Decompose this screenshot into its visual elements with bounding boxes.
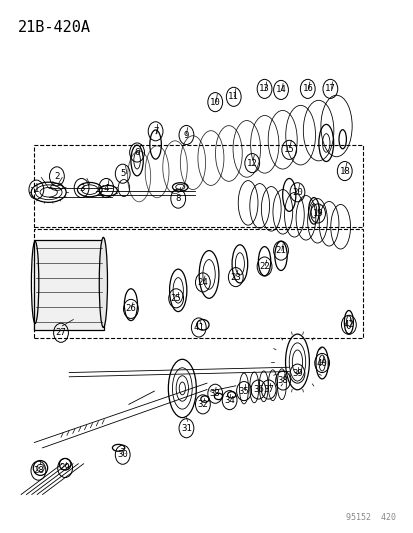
Text: 25: 25 bbox=[171, 294, 181, 303]
Text: 36: 36 bbox=[252, 385, 263, 394]
Text: 95152  420: 95152 420 bbox=[345, 513, 395, 522]
Text: 3: 3 bbox=[79, 183, 84, 192]
Text: 40: 40 bbox=[316, 359, 327, 367]
Text: 39: 39 bbox=[292, 369, 302, 378]
Text: 27: 27 bbox=[55, 328, 66, 337]
Text: 4: 4 bbox=[103, 183, 109, 192]
Text: 13: 13 bbox=[259, 84, 269, 93]
Text: 37: 37 bbox=[263, 385, 273, 394]
Text: 31: 31 bbox=[180, 424, 191, 433]
Text: 11: 11 bbox=[228, 92, 239, 101]
Text: 33: 33 bbox=[209, 389, 220, 398]
Text: 19: 19 bbox=[312, 209, 323, 218]
Text: 14: 14 bbox=[275, 85, 286, 94]
Text: 18: 18 bbox=[339, 166, 349, 175]
Text: 26: 26 bbox=[125, 304, 136, 313]
Text: 8: 8 bbox=[175, 194, 180, 203]
Text: 7: 7 bbox=[152, 127, 158, 136]
Bar bbox=[34, 240, 104, 330]
Text: 15: 15 bbox=[283, 146, 294, 155]
Text: 16: 16 bbox=[301, 84, 312, 93]
Text: 32: 32 bbox=[197, 400, 208, 409]
Text: 28: 28 bbox=[33, 466, 44, 475]
Text: 5: 5 bbox=[120, 169, 125, 178]
Text: 21B-420A: 21B-420A bbox=[18, 20, 90, 35]
Text: 17: 17 bbox=[324, 84, 335, 93]
Text: 20: 20 bbox=[292, 188, 302, 197]
Text: 21: 21 bbox=[275, 246, 286, 255]
Ellipse shape bbox=[99, 237, 107, 327]
Text: 41: 41 bbox=[193, 323, 204, 332]
Text: 22: 22 bbox=[259, 262, 269, 271]
Text: 2: 2 bbox=[54, 172, 59, 181]
Text: 34: 34 bbox=[224, 395, 235, 405]
Text: 1: 1 bbox=[33, 185, 39, 194]
Text: 12: 12 bbox=[246, 159, 257, 167]
Text: 42: 42 bbox=[343, 320, 354, 329]
Text: 10: 10 bbox=[209, 98, 220, 107]
Text: 35: 35 bbox=[238, 386, 249, 395]
Text: 38: 38 bbox=[277, 376, 288, 385]
Text: 9: 9 bbox=[183, 131, 189, 140]
Text: 23: 23 bbox=[230, 272, 241, 281]
Text: 6: 6 bbox=[134, 148, 140, 157]
Text: 30: 30 bbox=[117, 450, 128, 459]
Text: 29: 29 bbox=[59, 464, 70, 472]
Text: 24: 24 bbox=[197, 278, 208, 287]
